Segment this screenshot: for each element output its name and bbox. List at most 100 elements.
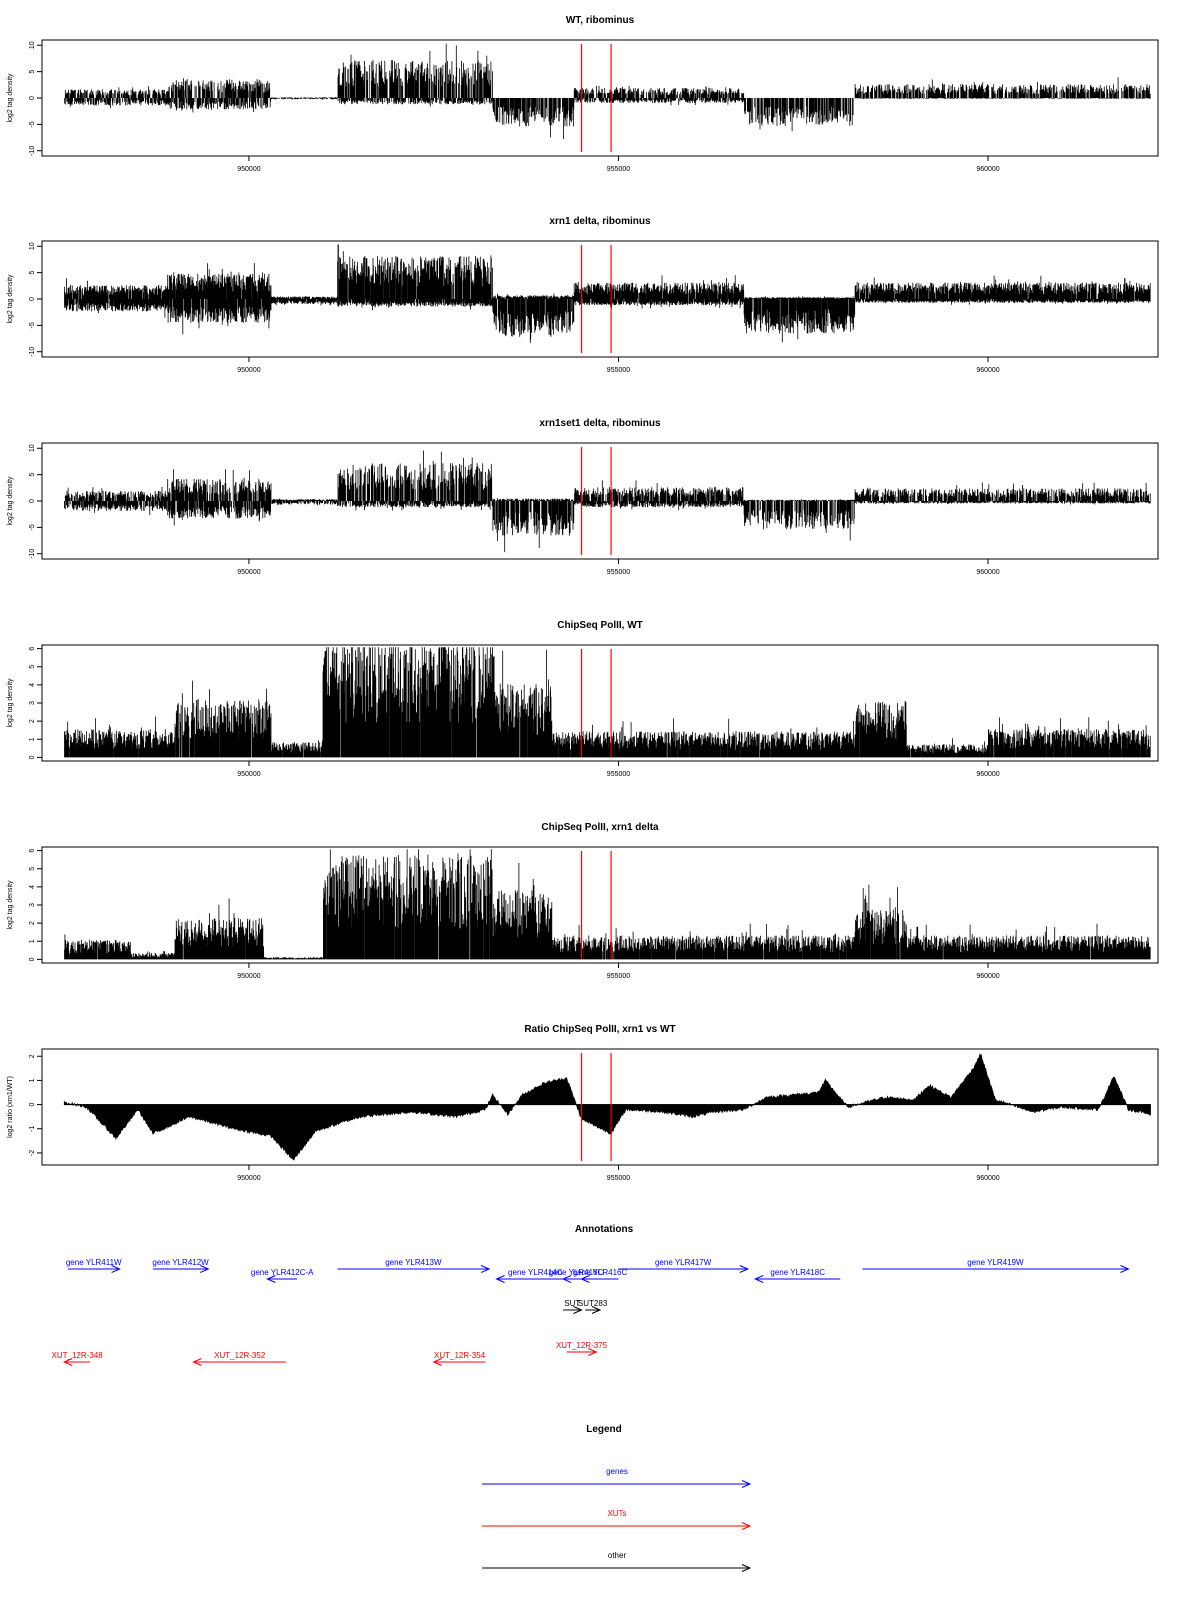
feature-label: gene YLR411W: [66, 1258, 122, 1267]
y-tick-label: -1: [29, 1126, 36, 1132]
xut-feature: XUT_12R-354: [432, 1351, 486, 1366]
feature-label: gene YLR413W: [385, 1258, 442, 1267]
y-tick-label: 6: [29, 647, 36, 651]
panel-title: ChipSeq PolII, xrn1 delta: [541, 822, 659, 833]
x-tick-label: 955000: [607, 569, 630, 576]
feature-label: gene YLR417W: [655, 1258, 712, 1267]
y-axis-label: log2 tag density: [7, 880, 14, 930]
other-feature: SUT: [563, 1299, 583, 1314]
arrow-head-icon: [1120, 1265, 1130, 1273]
x-tick-label: 955000: [607, 166, 630, 173]
gene-feature: gene YLR418C: [753, 1268, 841, 1283]
y-axis-label: log2 tag density: [7, 678, 14, 728]
y-tick-label: 10: [29, 444, 36, 452]
y-tick-label: 0: [29, 957, 36, 961]
signal-bars: [64, 43, 1151, 139]
arrow-head-icon: [111, 1265, 121, 1273]
panel-6: Ratio ChipSeq PolII, xrn1 vs WT log2 rati…: [7, 1024, 1159, 1182]
arrow-head-icon: [580, 1275, 590, 1283]
feature-label: gene YLR416C: [573, 1268, 628, 1277]
y-axis-label: log2 tag density: [7, 476, 14, 526]
arrow-head-icon: [741, 1564, 752, 1572]
feature-label: gene YLR412W: [152, 1258, 209, 1267]
ratio-area: [63, 1053, 1151, 1161]
xut-feature: XUT_12R-375: [556, 1341, 608, 1356]
arrow-head-icon: [192, 1358, 202, 1366]
y-axis-label: log2 tag density: [7, 73, 14, 123]
arrow-head-icon: [495, 1275, 505, 1283]
y-tick-label: 5: [29, 867, 36, 871]
arrow-head-icon: [741, 1522, 752, 1530]
y-tick-label: 0: [29, 297, 36, 301]
data-series: [63, 1053, 1151, 1161]
annotations-title: Annotations: [575, 1224, 634, 1235]
x-tick-label: 950000: [237, 973, 260, 980]
gene-feature: gene YLR412C-A: [251, 1268, 314, 1283]
feature-label: gene YLR412C-A: [251, 1268, 314, 1277]
y-tick-label: 2: [29, 921, 36, 925]
y-tick-label: 0: [29, 1103, 36, 1107]
data-series: [64, 450, 1151, 553]
arrow-head-icon: [753, 1275, 764, 1283]
feature-label: gene YLR416C: [549, 1268, 604, 1277]
y-tick-label: 2: [29, 719, 36, 723]
x-tick-label: 960000: [976, 973, 999, 980]
legend-item: genes: [482, 1467, 752, 1488]
gene-feature: gene YLR419W: [862, 1258, 1130, 1273]
xut-feature: XUT_12R-348: [52, 1351, 103, 1366]
x-tick-label: 950000: [237, 166, 260, 173]
y-tick-label: -10: [29, 347, 36, 357]
x-tick-label: 955000: [607, 367, 630, 374]
y-tick-label: 1: [29, 737, 36, 741]
y-tick-label: 0: [29, 499, 36, 503]
panel-title: Ratio ChipSeq PolII, xrn1 vs WT: [524, 1024, 675, 1035]
arrow-head-icon: [432, 1358, 442, 1366]
y-tick-label: 1: [29, 1078, 36, 1082]
plot-frame: [41, 1048, 1159, 1166]
data-series: [64, 244, 1151, 343]
gene-feature: gene YLR414C: [495, 1268, 575, 1283]
data-series: [64, 647, 1151, 758]
y-tick-label: 5: [29, 665, 36, 669]
y-axis-label: log2 tag density: [7, 274, 14, 324]
other-feature: SUT283: [578, 1299, 608, 1314]
legend-panel: Legend genes XUTs other: [482, 1424, 752, 1572]
signal-bars: [64, 244, 1151, 343]
y-tick-label: 2: [29, 1054, 36, 1058]
x-tick-label: 960000: [976, 1175, 999, 1182]
arrow-head-icon: [591, 1306, 602, 1314]
legend-title: Legend: [586, 1424, 622, 1435]
feature-label: gene YLR414C: [508, 1268, 563, 1277]
y-tick-label: -2: [29, 1150, 36, 1156]
arrow-head-icon: [573, 1306, 583, 1314]
y-tick-label: 5: [29, 473, 36, 477]
x-tick-label: 950000: [237, 569, 260, 576]
legend-item: XUTs: [482, 1509, 752, 1530]
panel-title: xrn1 delta, ribominus: [549, 216, 651, 227]
y-tick-label: -5: [29, 322, 36, 328]
x-tick-label: 955000: [607, 771, 630, 778]
x-tick-label: 950000: [237, 771, 260, 778]
y-tick-label: 0: [29, 96, 36, 100]
arrow-head-icon: [200, 1265, 210, 1273]
feature-label: SUT: [564, 1299, 580, 1308]
arrow-head-icon: [739, 1265, 750, 1273]
x-tick-label: 960000: [976, 569, 999, 576]
annotations-panel: Annotations gene YLR411W gene YLR412W gene…: [52, 1224, 1130, 1366]
data-series: [64, 849, 1151, 960]
y-tick-label: 3: [29, 701, 36, 705]
y-tick-label: 1: [29, 939, 36, 943]
arrow-head-icon: [62, 1358, 73, 1366]
signal-bars: [64, 647, 1151, 758]
xut-feature: XUT_12R-352: [192, 1351, 286, 1366]
legend-item: other: [482, 1551, 752, 1572]
x-tick-label: 960000: [976, 771, 999, 778]
feature-label: XUT_12R-375: [556, 1341, 608, 1350]
legend-label: other: [608, 1551, 627, 1560]
y-tick-label: -5: [29, 524, 36, 530]
y-tick-label: 4: [29, 885, 36, 889]
x-tick-label: 960000: [976, 166, 999, 173]
x-tick-label: 950000: [237, 367, 260, 374]
